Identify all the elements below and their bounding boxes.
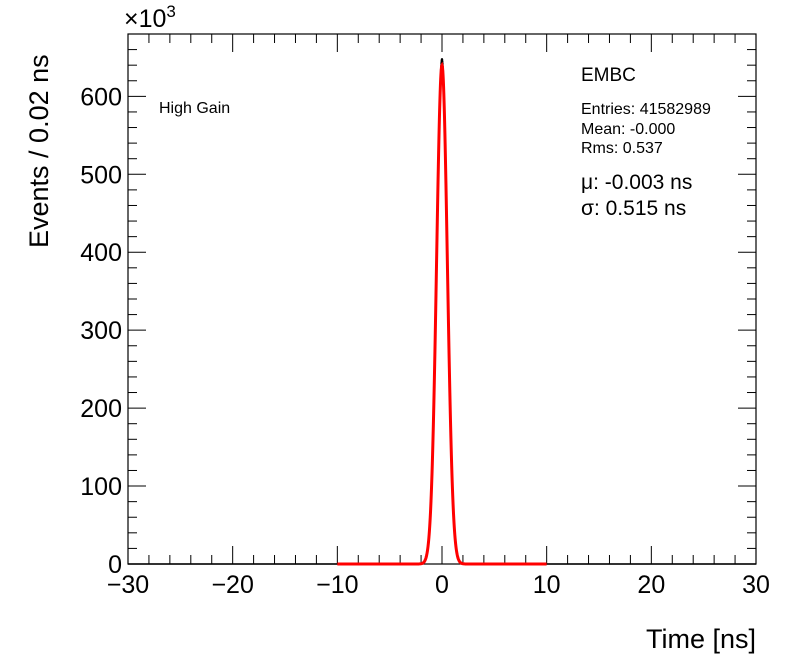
y-axis-title: Events / 0.02 ns [24, 54, 54, 248]
x-tick-label: 0 [435, 571, 449, 599]
x-axis-title: Time [ns] [646, 624, 756, 654]
entries-stat: Entries: 41582989 [581, 101, 711, 118]
x-tick-label: −30 [107, 571, 149, 599]
region-label: EMBC [581, 65, 636, 86]
x-tick-label: 10 [533, 571, 561, 599]
y-tick-label: 0 [108, 551, 122, 579]
y-scale-base: ×10 [124, 5, 166, 33]
y-scale-exponent: 3 [166, 2, 175, 21]
y-tick-label: 300 [80, 317, 122, 345]
y-tick-label: 200 [80, 395, 122, 423]
x-tick-label: 20 [637, 571, 665, 599]
x-axis-ticks: −30 −20 −10 0 10 20 30 [107, 34, 770, 599]
y-tick-label: 600 [80, 83, 122, 111]
y-tick-label: 400 [80, 239, 122, 267]
rms-stat: Rms: 0.537 [581, 140, 663, 157]
x-tick-label: −10 [316, 571, 358, 599]
gaussian-fit-series [337, 61, 547, 566]
y-axis-ticks: 0 100 200 300 400 500 600 [80, 33, 756, 579]
x-tick-label: −20 [211, 571, 253, 599]
fit-sigma-stat: σ: 0.515 ns [581, 197, 686, 220]
gain-label: High Gain [159, 100, 230, 117]
y-tick-label: 100 [80, 473, 122, 501]
mean-stat: Mean: -0.000 [581, 121, 675, 138]
y-tick-label: 500 [80, 161, 122, 189]
y-scale-multiplier: ×103 [124, 2, 176, 33]
x-tick-label: 30 [742, 571, 770, 599]
fit-mu-stat: μ: -0.003 ns [581, 171, 692, 194]
